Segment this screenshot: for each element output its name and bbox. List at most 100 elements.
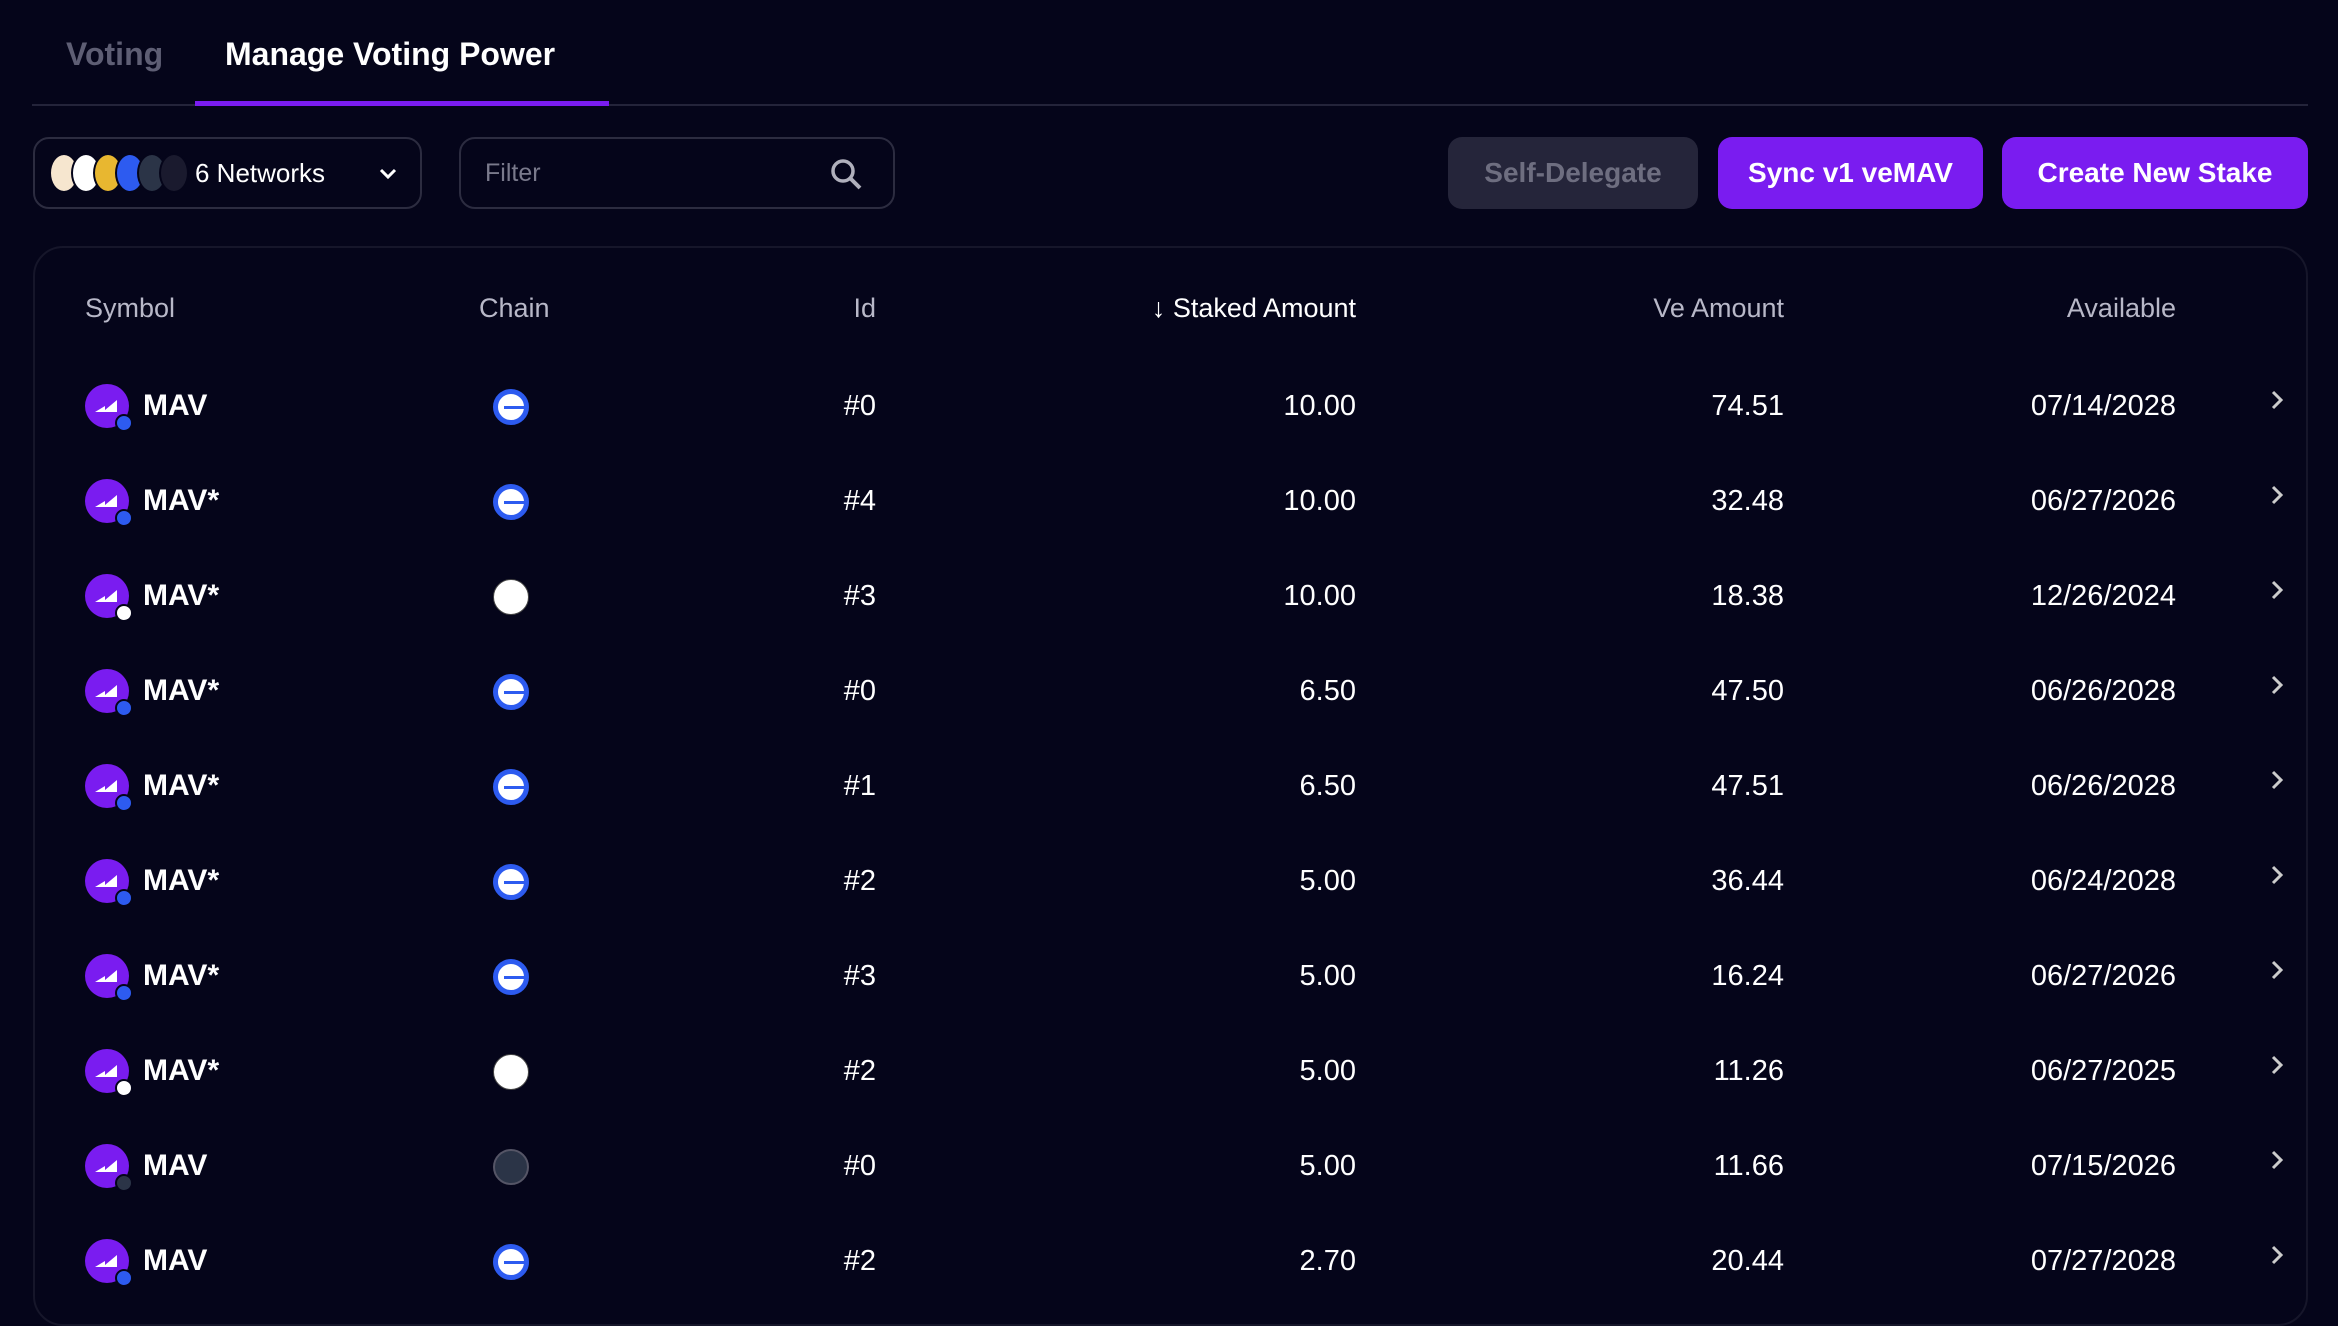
symbol-cell: MAV: [85, 1231, 207, 1291]
table-row[interactable]: MAV* #2 5.00 11.26 06/27/2025: [35, 1041, 2306, 1101]
chevron-right-icon[interactable]: [2267, 946, 2287, 1006]
search-icon[interactable]: [829, 157, 865, 198]
table-row[interactable]: MAV* #2 5.00 36.44 06/24/2028: [35, 851, 2306, 911]
chevron-right-icon[interactable]: [2267, 661, 2287, 721]
id-cell: #2: [843, 1055, 876, 1087]
mav-token-icon: [85, 954, 133, 1002]
base-badge-icon: [115, 794, 133, 812]
chevron-right-icon[interactable]: [2267, 1041, 2287, 1101]
ve-amount-cell: 16.24: [1711, 960, 1784, 992]
filter-field[interactable]: [459, 137, 895, 209]
chevron-right-icon[interactable]: [2267, 566, 2287, 626]
header-id[interactable]: Id: [853, 293, 876, 323]
zksync-chain-icon: [493, 579, 529, 616]
base-badge-icon: [115, 889, 133, 907]
id-cell: #4: [843, 485, 876, 517]
table-row[interactable]: MAV #0 10.00 74.51 07/14/2028: [35, 376, 2306, 436]
chevron-right-icon[interactable]: [2267, 756, 2287, 816]
id-cell: #2: [843, 865, 876, 897]
ve-amount-cell: 47.51: [1711, 770, 1784, 802]
id-cell: #0: [843, 390, 876, 422]
active-tab-indicator: [195, 101, 609, 106]
chain-cell: [479, 471, 543, 531]
staked-amount-cell: 2.70: [1299, 1245, 1356, 1277]
mav-token-icon: [85, 764, 133, 812]
table-row[interactable]: MAV* #1 6.50 47.51 06/26/2028: [35, 756, 2306, 816]
chevron-right-icon[interactable]: [2267, 1136, 2287, 1196]
header-available[interactable]: Available: [2066, 293, 2176, 323]
base-chain-icon: [493, 1244, 529, 1281]
tab-manage-voting-power[interactable]: Manage Voting Power: [225, 36, 556, 72]
header-staked-amount[interactable]: ↓ Staked Amount: [1152, 278, 1356, 338]
header-symbol[interactable]: Symbol: [85, 293, 176, 323]
symbol-label: MAV*: [143, 674, 220, 707]
chain-cell: [479, 1231, 543, 1291]
staked-amount-cell: 5.00: [1299, 865, 1356, 897]
chevron-right-icon[interactable]: [2267, 471, 2287, 531]
ve-amount-cell: 36.44: [1711, 865, 1784, 897]
symbol-label: MAV*: [143, 864, 220, 897]
ve-amount-cell: 20.44: [1711, 1245, 1784, 1277]
network-icons: [49, 153, 189, 193]
chain-cell: [479, 1041, 543, 1101]
mav-token-icon: [85, 669, 133, 717]
ve-amount-cell: 47.50: [1711, 675, 1784, 707]
header-chain[interactable]: Chain: [479, 293, 550, 323]
symbol-label: MAV*: [143, 1054, 220, 1087]
available-cell: 12/26/2024: [2030, 580, 2176, 612]
base-chain-icon: [493, 959, 529, 996]
table-row[interactable]: MAV* #3 10.00 18.38 12/26/2024: [35, 566, 2306, 626]
id-cell: #3: [843, 960, 876, 992]
base-chain-icon: [493, 389, 529, 426]
chevron-right-icon[interactable]: [2267, 851, 2287, 911]
staked-amount-cell: 10.00: [1283, 485, 1356, 517]
symbol-cell: MAV*: [85, 851, 219, 911]
id-cell: #1: [843, 770, 876, 802]
network-select[interactable]: 6 Networks: [33, 137, 422, 209]
sync-v1-vemav-button[interactable]: Sync v1 veMAV: [1718, 137, 1983, 209]
filter-input[interactable]: [485, 158, 815, 188]
self-delegate-button[interactable]: Self-Delegate: [1448, 137, 1698, 209]
staked-amount-cell: 10.00: [1283, 580, 1356, 612]
chevron-right-icon[interactable]: [2267, 376, 2287, 436]
symbol-label: MAV*: [143, 769, 220, 802]
chevron-right-icon[interactable]: [2267, 1231, 2287, 1291]
base-badge-icon: [115, 984, 133, 1002]
create-new-stake-button[interactable]: Create New Stake: [2002, 137, 2308, 209]
base-badge-icon: [115, 1269, 133, 1287]
stakes-table: Symbol Chain Id ↓ Staked Amount Ve Amoun…: [33, 246, 2308, 1326]
table-row[interactable]: MAV* #0 6.50 47.50 06/26/2028: [35, 661, 2306, 721]
tab-voting[interactable]: Voting: [66, 36, 164, 72]
available-cell: 06/26/2028: [2030, 770, 2176, 802]
mav-token-icon: [85, 1144, 133, 1192]
symbol-cell: MAV*: [85, 661, 219, 721]
ve-amount-cell: 18.38: [1711, 580, 1784, 612]
table-header: Symbol Chain Id ↓ Staked Amount Ve Amoun…: [35, 278, 2306, 338]
ethereum-icon: [159, 153, 189, 193]
table-row[interactable]: MAV* #3 5.00 16.24 06/27/2026: [35, 946, 2306, 1006]
chain-cell: [479, 756, 543, 816]
chain-cell: [479, 946, 543, 1006]
staked-amount-cell: 5.00: [1299, 1150, 1356, 1182]
zksync-badge-icon: [115, 1079, 133, 1097]
arbitrum-chain-icon: [493, 1149, 529, 1186]
chain-cell: [479, 566, 543, 626]
arbitrum-badge-icon: [115, 1174, 133, 1192]
base-chain-icon: [493, 674, 529, 711]
symbol-cell: MAV*: [85, 756, 219, 816]
header-staked-label: Staked Amount: [1172, 293, 1356, 323]
staked-amount-cell: 5.00: [1299, 960, 1356, 992]
chain-cell: [479, 1136, 543, 1196]
mav-token-icon: [85, 1239, 133, 1287]
base-badge-icon: [115, 699, 133, 717]
ve-amount-cell: 32.48: [1711, 485, 1784, 517]
symbol-label: MAV*: [143, 484, 220, 517]
table-row[interactable]: MAV #0 5.00 11.66 07/15/2026: [35, 1136, 2306, 1196]
table-row[interactable]: MAV* #4 10.00 32.48 06/27/2026: [35, 471, 2306, 531]
header-ve-amount[interactable]: Ve Amount: [1653, 293, 1784, 323]
zksync-chain-icon: [493, 1054, 529, 1091]
table-row[interactable]: MAV #2 2.70 20.44 07/27/2028: [35, 1231, 2306, 1291]
available-cell: 06/27/2026: [2030, 485, 2176, 517]
chain-cell: [479, 851, 543, 911]
zksync-badge-icon: [115, 604, 133, 622]
